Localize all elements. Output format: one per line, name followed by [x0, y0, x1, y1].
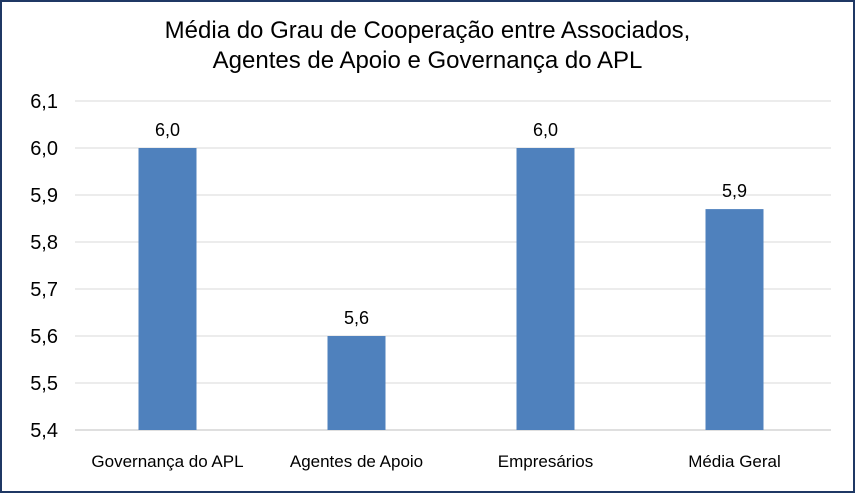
- data-label: 6,0: [155, 120, 180, 140]
- x-tick-label: Empresários: [498, 452, 593, 471]
- bars: [138, 148, 764, 430]
- bar: [327, 336, 386, 430]
- y-tick-label: 6,0: [30, 138, 58, 160]
- data-label: 6,0: [533, 120, 558, 140]
- gridlines: [75, 100, 831, 431]
- y-tick-label: 5,6: [30, 326, 58, 348]
- y-tick-label: 5,4: [30, 420, 58, 442]
- data-label: 5,9: [722, 181, 747, 201]
- bar: [705, 209, 764, 430]
- x-tick-label: Média Geral: [688, 452, 781, 471]
- chart-title-line-2: Agentes de Apoio e Governança do APL: [212, 47, 643, 74]
- x-tick-label: Agentes de Apoio: [290, 452, 423, 471]
- bar: [138, 148, 197, 430]
- y-tick-label: 5,8: [30, 232, 58, 254]
- data-label: 5,6: [344, 308, 369, 328]
- chart-title-line-1: Média do Grau de Cooperação entre Associ…: [164, 17, 691, 44]
- data-labels: 6,0 5,6 6,0 5,9: [155, 120, 747, 328]
- bar: [516, 148, 575, 430]
- y-tick-label: 5,9: [30, 185, 58, 207]
- y-tick-label: 6,1: [30, 91, 58, 113]
- x-axis-ticks: Governança do APL Agentes de Apoio Empresá…: [91, 452, 780, 471]
- y-axis-ticks: 5,4 5,5 5,6 5,7 5,8 5,9 6,0 6,1: [30, 91, 58, 442]
- y-tick-label: 5,7: [30, 279, 58, 301]
- chart-title: Média do Grau de Cooperação entre Associ…: [0, 16, 855, 76]
- x-tick-label: Governança do APL: [91, 452, 243, 471]
- y-tick-label: 5,5: [30, 373, 58, 395]
